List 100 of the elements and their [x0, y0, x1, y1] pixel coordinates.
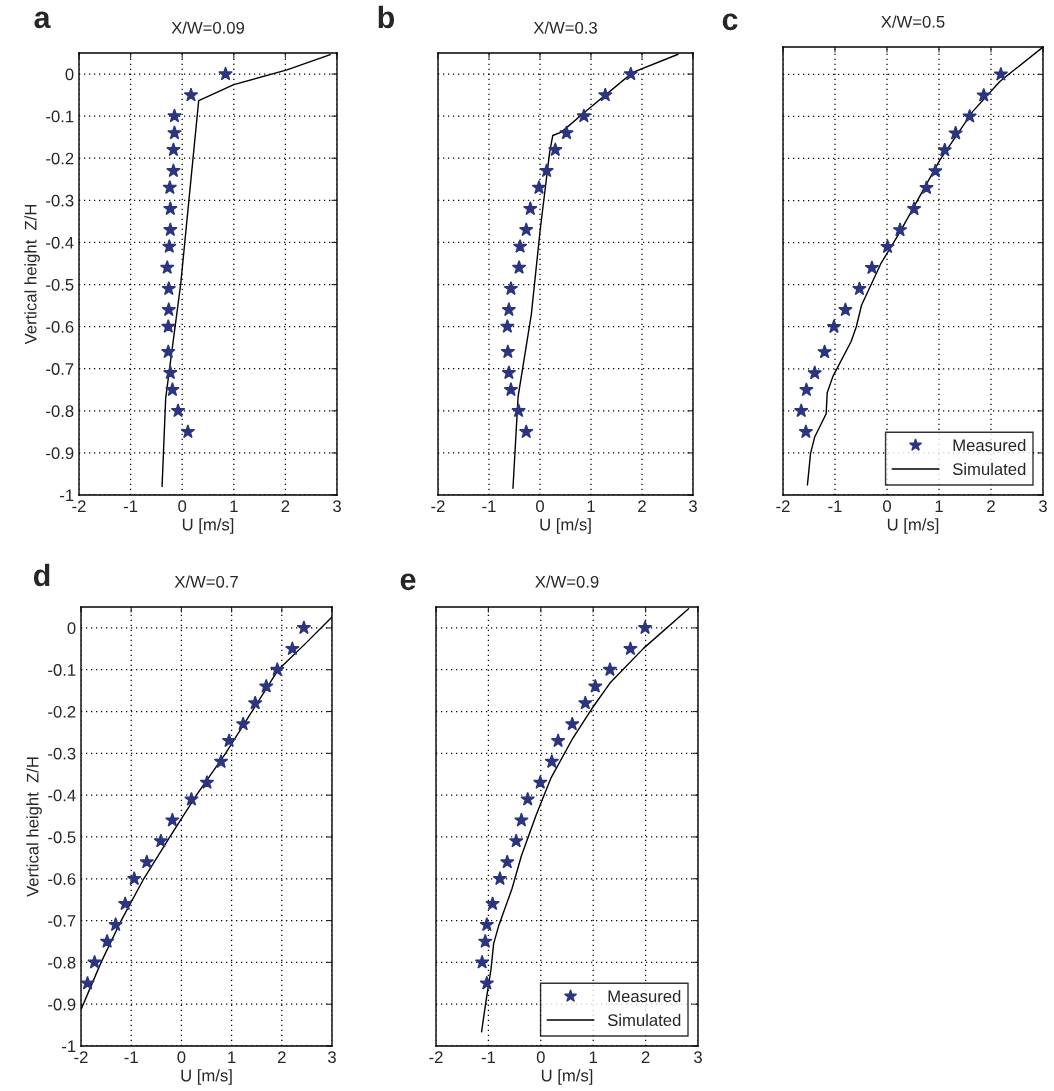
text: e — [400, 573, 416, 591]
chart-title: X/W=0.09 — [171, 21, 245, 34]
x-tick-label: 3 — [1039, 500, 1047, 513]
point — [532, 774, 548, 789]
point — [99, 933, 115, 948]
point — [162, 238, 177, 253]
point — [576, 108, 592, 123]
point — [919, 180, 934, 195]
y-tick-label: -0.1 — [46, 110, 74, 123]
point — [163, 222, 178, 237]
text: d — [33, 563, 50, 587]
x-tick-label: -1 — [481, 1051, 495, 1063]
x-tick-label: 3 — [689, 500, 697, 513]
x-axis-title: U [m/s] — [181, 1069, 232, 1085]
legend-label: Measured — [608, 989, 681, 1003]
point — [183, 87, 199, 102]
x-tick-label: 2 — [987, 500, 995, 512]
chart-title: X/W=0.3 — [533, 21, 597, 34]
x-tick-label: 1 — [228, 1051, 236, 1063]
point — [235, 716, 251, 731]
point — [479, 917, 495, 932]
point — [838, 302, 853, 317]
point — [880, 239, 895, 254]
y-tick-label: -0.6 — [46, 321, 74, 333]
point — [139, 854, 155, 869]
x-axis-title: U [m/s] — [887, 518, 939, 534]
y-tick-label: -1 — [60, 489, 74, 502]
point — [518, 424, 534, 439]
point — [184, 791, 199, 806]
x-tick-label: -1 — [828, 500, 842, 512]
point — [512, 238, 528, 253]
chart-title: X/W=0.7 — [174, 575, 238, 588]
point — [247, 695, 263, 710]
point — [937, 142, 953, 157]
point — [296, 620, 312, 635]
point — [87, 954, 102, 969]
point — [165, 812, 180, 827]
point — [485, 896, 500, 911]
point — [492, 871, 508, 886]
point — [587, 678, 603, 693]
x-tick-label: 1 — [589, 1051, 598, 1063]
point — [161, 281, 177, 296]
point — [817, 344, 832, 359]
point — [160, 318, 176, 333]
y-tick-label: -0.6 — [48, 873, 76, 885]
point — [962, 108, 977, 123]
x-axis-title: U [m/s] — [541, 1069, 593, 1085]
point — [285, 641, 300, 656]
point — [864, 260, 880, 275]
y-tick-label: -0.5 — [46, 278, 74, 291]
x-tick-label: 1 — [230, 500, 238, 512]
point — [501, 302, 517, 317]
point — [793, 403, 809, 418]
point — [162, 180, 178, 195]
point — [548, 142, 563, 157]
x-axis-title: U [m/s] — [182, 518, 234, 534]
point — [623, 641, 638, 656]
point — [501, 365, 517, 380]
x-tick-label: 1 — [935, 500, 943, 512]
legend-label: Measured — [953, 438, 1026, 452]
y-tick-label: -0.1 — [48, 664, 76, 676]
y-tick-label: -0.4 — [46, 236, 74, 249]
point — [167, 108, 182, 123]
point — [165, 382, 180, 397]
x-tick-label: 2 — [638, 500, 646, 512]
chart-title: X/W=0.5 — [881, 15, 945, 28]
point — [511, 260, 527, 274]
point — [948, 125, 963, 140]
x-axis-title: U [m/s] — [540, 518, 591, 534]
point — [159, 260, 175, 274]
point — [170, 403, 186, 418]
y-tick-label: -0.3 — [46, 194, 74, 207]
x-tick-label: -2 — [776, 500, 790, 512]
point — [559, 125, 574, 140]
text: a — [34, 11, 51, 29]
y-tick-label: -0.3 — [48, 747, 76, 760]
legend-label: Simulated — [952, 462, 1026, 476]
point — [602, 662, 618, 677]
point — [213, 754, 229, 769]
point — [892, 222, 908, 237]
y-axis-title: Vertical height Z/H — [24, 204, 40, 345]
x-tick-label: -2 — [431, 500, 445, 512]
y-tick-label: -0.7 — [48, 914, 76, 927]
point — [160, 344, 176, 359]
y-axis-title: Vertical height Z/H — [26, 757, 42, 897]
point — [163, 201, 178, 216]
point — [518, 222, 534, 237]
point — [623, 66, 639, 81]
point — [218, 66, 233, 81]
text: c — [722, 13, 738, 31]
point — [180, 424, 196, 439]
point — [520, 791, 535, 806]
point — [508, 833, 524, 848]
point — [906, 201, 922, 216]
y-tick-label: -0.9 — [48, 998, 76, 1011]
point — [928, 163, 943, 178]
point — [799, 382, 814, 397]
x-tick-label: -2 — [429, 1051, 443, 1063]
y-tick-label: -0.5 — [48, 831, 76, 844]
point — [826, 319, 842, 334]
